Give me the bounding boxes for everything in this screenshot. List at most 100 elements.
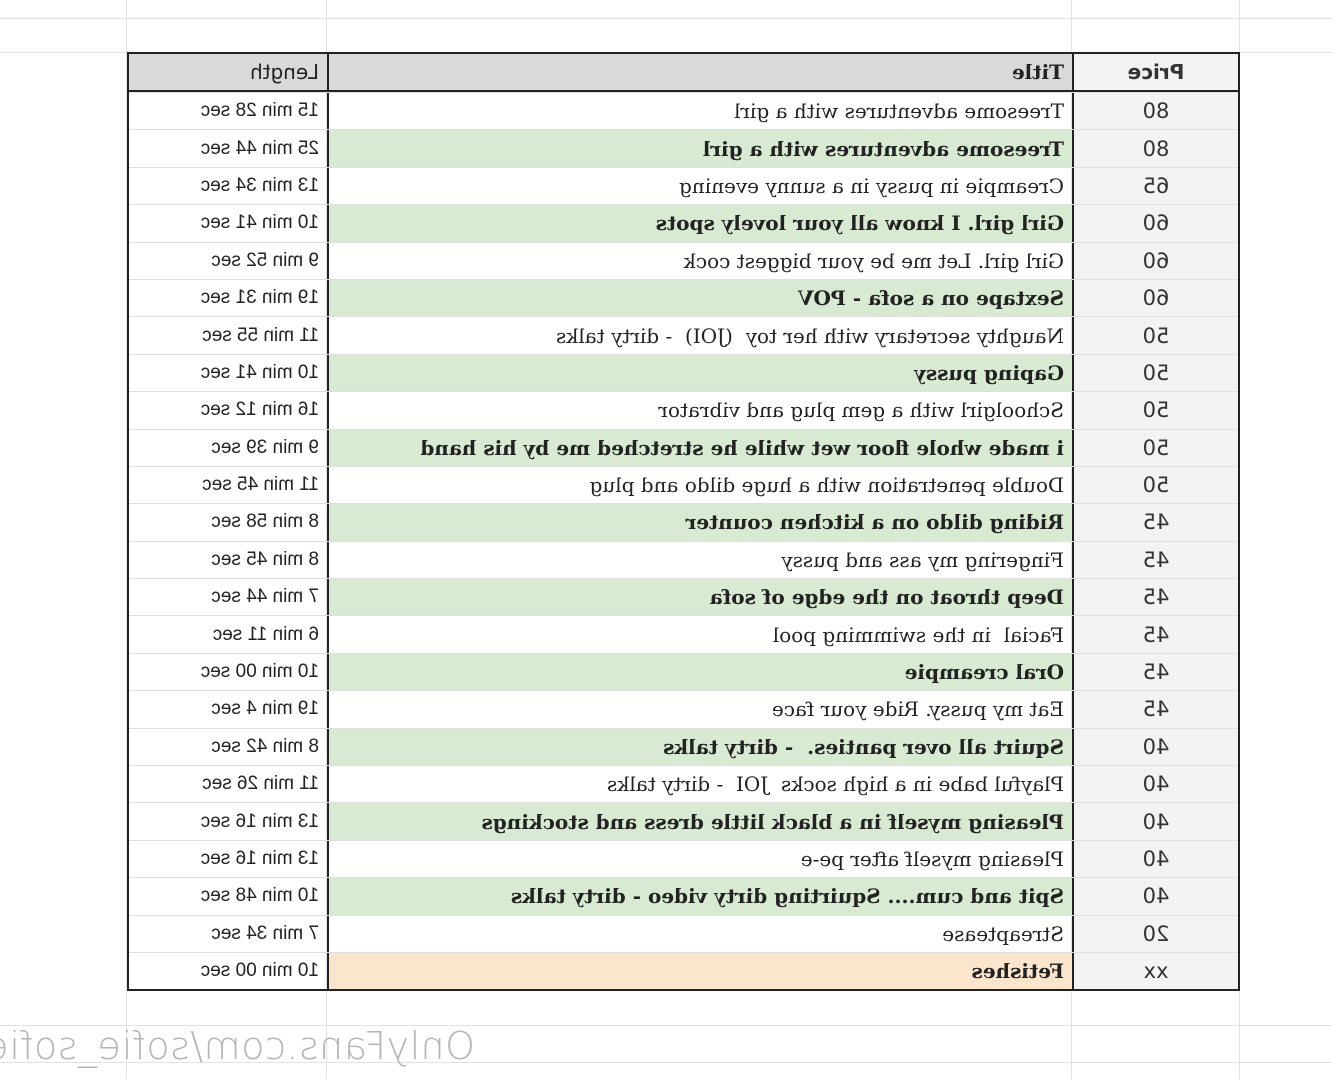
table-row: 50 i made whole floor wet while he stretc… — [129, 428, 1238, 466]
header-price[interactable]: Price — [1072, 54, 1238, 90]
length-cell[interactable]: 8 min 45 sec — [211, 548, 319, 570]
title-cell[interactable]: Eat my pussy. Ride your face — [327, 691, 1072, 728]
title-cell[interactable]: Fingering my ass and pussy — [327, 541, 1072, 579]
title-cell[interactable]: Pleasing myself in a black little dress … — [327, 803, 1072, 840]
price-cell[interactable]: 45 — [1072, 653, 1238, 691]
title-cell[interactable]: Fetishes — [327, 952, 1072, 990]
table-row: 45 Fingering my ass and pussy 8 min 45 sec — [129, 540, 1238, 579]
length-cell[interactable]: 6 min 11 sec — [212, 623, 319, 645]
price-list-table: Price Title Length 80 Treesome adventures… — [127, 52, 1240, 992]
title-cell[interactable]: Treesome adventures with a girl — [327, 130, 1072, 167]
length-cell[interactable]: 10 min 00 sec — [200, 661, 319, 683]
table-body: 80 Treesome adventures with a girl 15 min … — [129, 92, 1238, 990]
table-row: 40 Pleasing myself after pe-e 13 min 16 se… — [129, 839, 1238, 878]
length-cell[interactable]: 13 min 34 sec — [200, 174, 319, 196]
title-cell[interactable]: Schoolgirl with a gem plug and vibrator — [327, 392, 1072, 429]
length-cell[interactable]: 11 min 45 sec — [202, 474, 319, 496]
title-cell[interactable]: i made whole floor wet while he stretche… — [327, 429, 1072, 466]
table-row: 40 Playful babe in a high socks JOI - dir… — [129, 765, 1238, 803]
table-row: 80 Treesome adventures with a girl 15 min … — [129, 92, 1238, 130]
title-cell[interactable]: Spit and cum.... Squirting dirty video -… — [327, 878, 1072, 915]
length-cell[interactable]: 9 min 52 sec — [211, 249, 319, 271]
table-row: 60 Girl girl. Let me be your biggest cock… — [129, 241, 1238, 279]
price-cell[interactable]: xx — [1072, 952, 1238, 990]
price-cell[interactable]: 45 — [1072, 579, 1238, 616]
length-cell[interactable]: 10 min 41 sec — [200, 361, 319, 383]
length-cell[interactable]: 16 min 12 sec — [200, 399, 319, 421]
title-cell[interactable]: Riding dildo on a kitchen counter — [327, 504, 1072, 541]
table-row: 50 Schoolgirl with a gem plug and vibrato… — [129, 391, 1238, 429]
title-cell[interactable]: Naughty secretary with her toy (JOI) - d… — [327, 317, 1072, 354]
price-cell[interactable]: 60 — [1072, 279, 1238, 317]
price-cell[interactable]: 50 — [1072, 317, 1238, 354]
length-cell[interactable]: 11 min 26 sec — [202, 773, 319, 795]
title-cell[interactable]: Deep throat on the edge of sofa — [327, 579, 1072, 616]
title-cell[interactable]: Playful babe in a high socks JOI - dirty… — [327, 766, 1072, 803]
table-row: 50 Double penetration with a huge dildo a… — [129, 465, 1238, 504]
price-cell[interactable]: 45 — [1072, 616, 1238, 653]
price-cell[interactable]: 20 — [1072, 915, 1238, 952]
table-row: 50 Gaping pussy 10 min 41 sec — [129, 353, 1238, 392]
title-cell[interactable]: Creampie in pussy in a sunny evening — [327, 167, 1072, 205]
length-cell[interactable]: 7 min 34 sec — [211, 922, 319, 944]
title-cell[interactable]: Oral creampie — [327, 653, 1072, 691]
price-cell[interactable]: 80 — [1072, 130, 1238, 167]
header-row: Price Title Length — [129, 54, 1238, 92]
price-cell[interactable]: 45 — [1072, 504, 1238, 541]
table-row: 65 Creampie in pussy in a sunny evening 13… — [129, 166, 1238, 205]
price-cell[interactable]: 50 — [1072, 354, 1238, 392]
title-cell[interactable]: Squirt all over panties. - dirty talks — [327, 728, 1072, 766]
header-title[interactable]: Title — [327, 54, 1072, 90]
length-cell[interactable]: 25 min 44 sec — [200, 137, 319, 159]
title-cell[interactable]: Sextape on a sofa - POV — [327, 279, 1072, 317]
price-cell[interactable]: 80 — [1072, 93, 1238, 130]
table-row: 50 Naughty secretary with her toy (JOI) -… — [129, 316, 1238, 354]
price-cell[interactable]: 40 — [1072, 766, 1238, 803]
title-cell[interactable]: Streaptease — [327, 915, 1072, 952]
table-row: 45 Eat my pussy. Ride your face 19 min 4 s… — [129, 690, 1238, 728]
price-cell[interactable]: 45 — [1072, 541, 1238, 579]
table-row: 45 Riding dildo on a kitchen counter 8 min… — [129, 503, 1238, 541]
title-cell[interactable]: Double penetration with a huge dildo and… — [327, 466, 1072, 504]
length-cell[interactable]: 8 min 42 sec — [211, 735, 319, 757]
length-cell[interactable]: 9 min 39 sec — [211, 436, 319, 458]
price-cell[interactable]: 65 — [1072, 167, 1238, 205]
title-cell[interactable]: Girl girl. I know all your lovely spots — [327, 205, 1072, 242]
length-cell[interactable]: 8 min 58 sec — [211, 511, 319, 533]
table-row: 20 Streaptease 7 min 34 sec — [129, 914, 1238, 952]
price-cell[interactable]: 50 — [1072, 466, 1238, 504]
table-row: 40 Pleasing myself in a black little dres… — [129, 802, 1238, 840]
watermark: OnlyFans.com/sofie_sofie — [0, 1024, 475, 1068]
price-cell[interactable]: 40 — [1072, 840, 1238, 878]
title-cell[interactable]: Pleasing myself after pe-e — [327, 840, 1072, 878]
title-cell[interactable]: Treesome adventures with a girl — [327, 93, 1072, 130]
length-cell[interactable]: 19 min 4 sec — [211, 698, 319, 720]
table-row: 40 Squirt all over panties. - dirty talks… — [129, 727, 1238, 766]
header-length[interactable]: Length — [129, 54, 327, 90]
length-cell[interactable]: 13 min 16 sec — [200, 810, 319, 832]
length-cell[interactable]: 10 min 48 sec — [200, 885, 319, 907]
table-row: 45 Oral creampie 10 min 00 sec — [129, 652, 1238, 691]
length-cell[interactable]: 15 min 28 sec — [200, 100, 319, 122]
price-cell[interactable]: 45 — [1072, 691, 1238, 728]
length-cell[interactable]: 11 min 55 sec — [202, 324, 319, 346]
title-cell[interactable]: Girl girl. Let me be your biggest cock — [327, 242, 1072, 279]
length-cell[interactable]: 10 min 00 sec — [200, 960, 319, 982]
table-row: 45 Facial in the swimming pool 6 min 11 se… — [129, 615, 1238, 653]
table-row: xx Fetishes 10 min 00 sec — [129, 951, 1238, 990]
price-cell[interactable]: 50 — [1072, 429, 1238, 466]
length-cell[interactable]: 10 min 41 sec — [200, 212, 319, 234]
title-cell[interactable]: Gaping pussy — [327, 354, 1072, 392]
table-row: 45 Deep throat on the edge of sofa 7 min 4… — [129, 578, 1238, 616]
price-cell[interactable]: 50 — [1072, 392, 1238, 429]
price-cell[interactable]: 60 — [1072, 205, 1238, 242]
price-cell[interactable]: 60 — [1072, 242, 1238, 279]
length-cell[interactable]: 13 min 16 sec — [200, 848, 319, 869]
length-cell[interactable]: 19 min 31 sec — [200, 287, 319, 309]
price-cell[interactable]: 40 — [1072, 878, 1238, 915]
length-cell[interactable]: 7 min 44 sec — [211, 586, 319, 608]
price-cell[interactable]: 40 — [1072, 803, 1238, 840]
price-cell[interactable]: 40 — [1072, 728, 1238, 766]
title-cell[interactable]: Facial in the swimming pool — [327, 616, 1072, 653]
